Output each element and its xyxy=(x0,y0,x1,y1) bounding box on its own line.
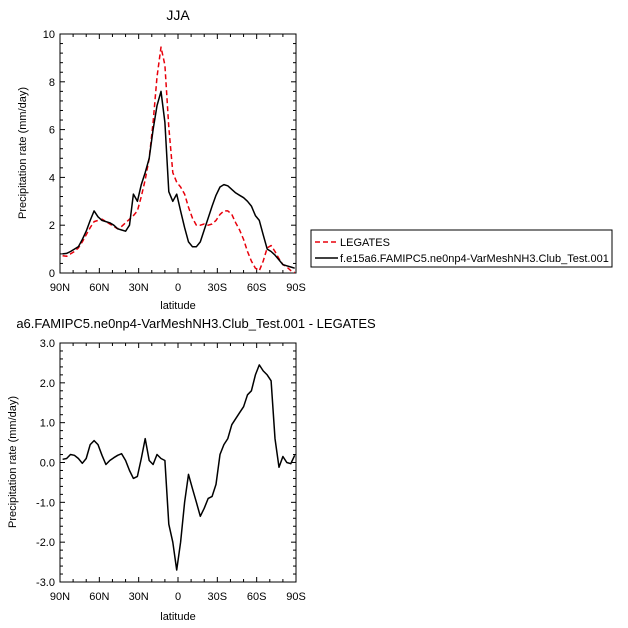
top-x-tick-label: 30N xyxy=(129,282,149,294)
legend-label-legates: LEGATES xyxy=(340,237,390,249)
top-chart-title: JJA xyxy=(166,7,190,23)
top-plot-frame xyxy=(59,33,297,274)
bottom-x-tick-label: 90N xyxy=(50,591,70,603)
bottom-y-tick-label: 2.0 xyxy=(40,378,55,390)
top-x-tick-label: 0 xyxy=(175,282,181,294)
bottom-y-tick-label: 0.0 xyxy=(40,458,55,470)
bottom-panel: a6.FAMIPC5.ne0np4-VarMeshNH3.Club_Test.0… xyxy=(7,316,376,623)
bottom-x-tick-label: 60N xyxy=(89,591,109,603)
bottom-x-tick-label: 90S xyxy=(286,591,306,603)
bottom-plot-area: 90N 60N 30N 0 30S 60S 90S -3.0 -2.0 -1.0 0.0 1.0 2.0… xyxy=(36,338,306,603)
bottom-y-tick-label: 1.0 xyxy=(40,418,55,430)
top-plot-area: 90N 60N 30N 0 30S 60S 90S 0 2 4 6 8 10 xyxy=(43,29,306,294)
top-y-tick-label: 10 xyxy=(43,29,55,41)
top-x-tick-label: 60S xyxy=(247,282,267,294)
bottom-chart-title: a6.FAMIPC5.ne0np4-VarMeshNH3.Club_Test.0… xyxy=(16,316,376,331)
top-x-tick-label: 90S xyxy=(286,282,306,294)
bottom-y-tick-label: -1.0 xyxy=(36,497,55,509)
legend-box xyxy=(310,229,613,268)
model-series-line xyxy=(62,90,295,269)
top-x-tick-label: 60N xyxy=(89,282,109,294)
bottom-x-tick-label: 0 xyxy=(175,591,181,603)
bottom-y-tick-label: -2.0 xyxy=(36,537,55,549)
top-y-axis-label: Precipitation rate (mm/day) xyxy=(17,87,29,219)
bottom-x-axis-label: latitude xyxy=(160,611,195,623)
top-legend: LEGATES f.e15a6.FAMIPC5.ne0np4-VarMeshNH… xyxy=(310,229,613,268)
top-y-tick-label: 2 xyxy=(49,220,55,232)
top-x-tick-label: 90N xyxy=(50,282,70,294)
bottom-y-axis-label: Precipitation rate (mm/day) xyxy=(7,396,19,528)
bottom-x-tick-label: 60S xyxy=(247,591,267,603)
bottom-plot-frame xyxy=(59,342,297,583)
bottom-x-tick-label: 30N xyxy=(129,591,149,603)
top-y-tick-label: 0 xyxy=(49,268,55,280)
legend-label-model: f.e15a6.FAMIPC5.ne0np4-VarMeshNH3.Club_T… xyxy=(340,253,609,265)
top-y-tick-label: 4 xyxy=(49,172,55,184)
legates-series-line xyxy=(62,46,296,274)
top-x-axis-label: latitude xyxy=(160,300,195,312)
bottom-x-tick-label: 30S xyxy=(208,591,228,603)
top-x-tick-label: 30S xyxy=(208,282,228,294)
bottom-y-tick-label: -3.0 xyxy=(36,577,55,589)
bottom-y-tick-label: 3.0 xyxy=(40,338,55,350)
difference-series-line xyxy=(62,364,296,571)
top-y-tick-label: 8 xyxy=(49,77,55,89)
top-panel: JJA 90N 60N 30N 0 30S 60S 90S 0 2 4 6 8 10 Precipita… xyxy=(17,7,613,312)
top-y-tick-label: 6 xyxy=(49,125,55,137)
